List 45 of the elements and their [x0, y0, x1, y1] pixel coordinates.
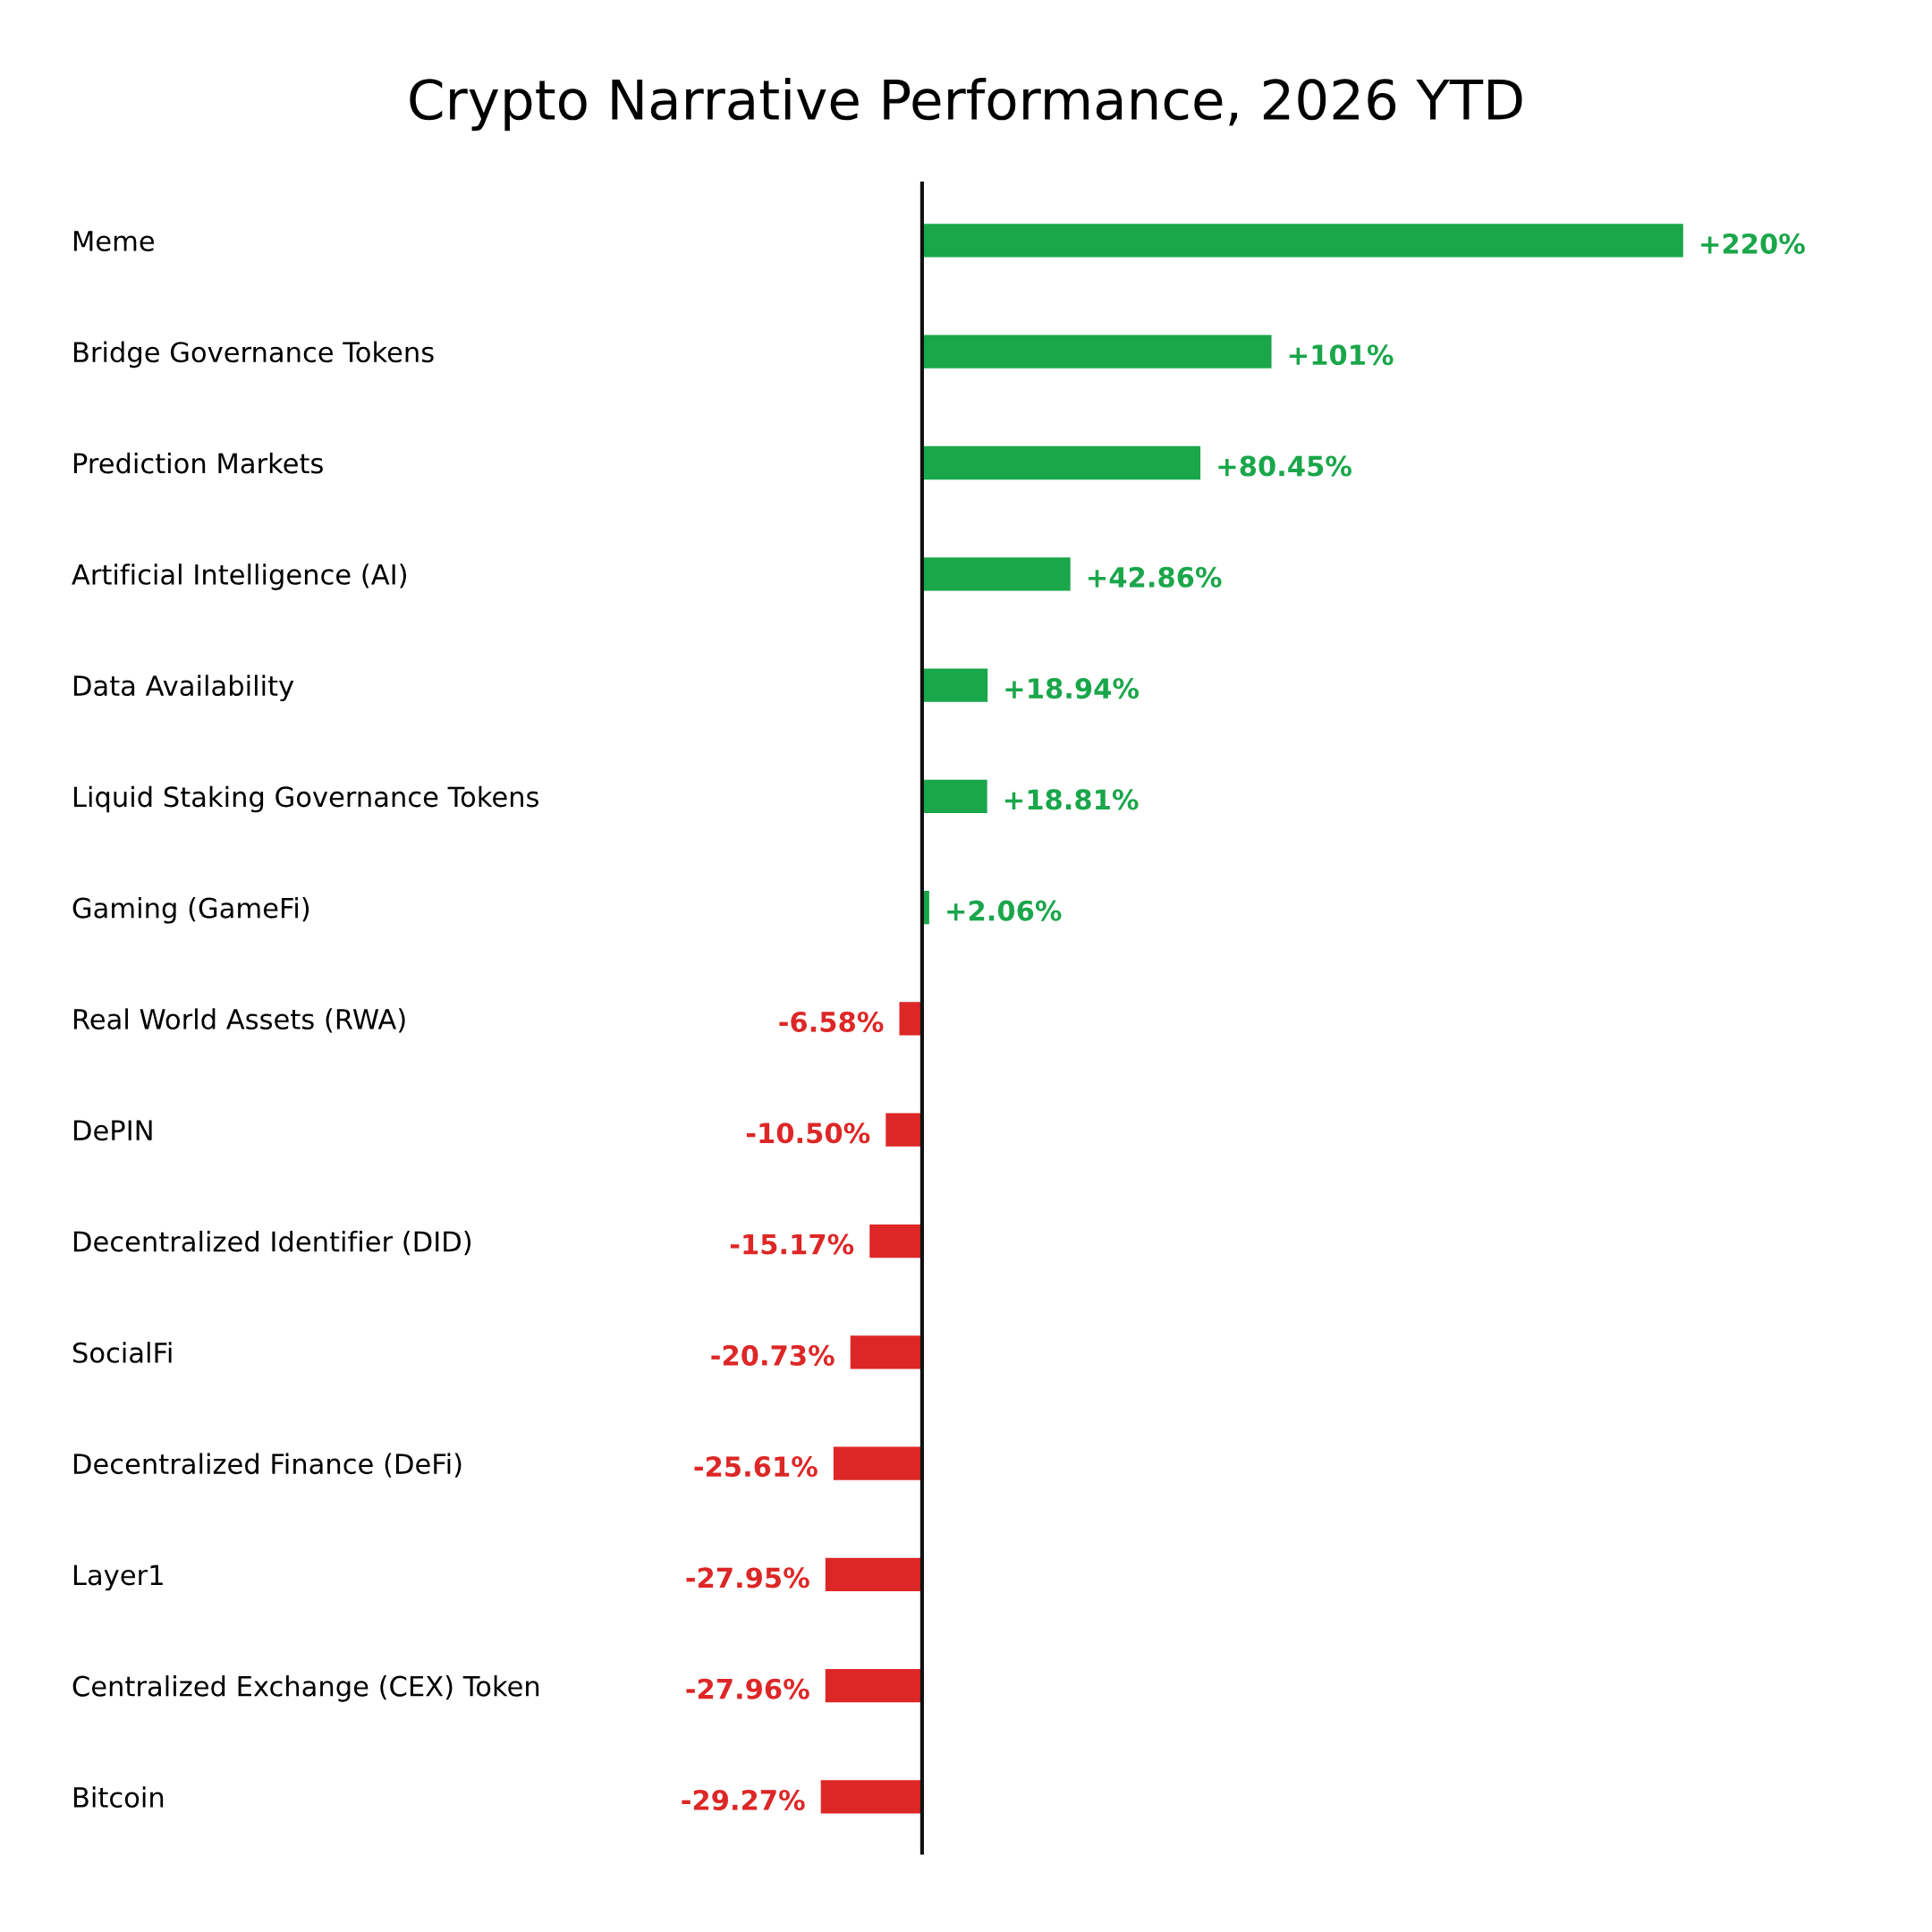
- data-label: +80.45%: [1218, 455, 1352, 477]
- data-label: -29.27%: [682, 1789, 805, 1811]
- y-tick-label: Artificial Intelligence (AI): [72, 564, 406, 590]
- data-label: +42.86%: [1088, 566, 1222, 588]
- data-label: +101%: [1289, 344, 1394, 366]
- y-tick-label: Centralized Exchange (CEX) Token: [72, 1675, 539, 1702]
- chart-title: Crypto Narrative Performance, 2026 YTD: [410, 78, 1522, 131]
- y-tick-label: Meme: [73, 231, 155, 251]
- y-tick-label: Real World Assets (RWA): [73, 1008, 405, 1033]
- bar: [899, 1002, 922, 1036]
- bar: [921, 557, 1071, 591]
- data-label: -27.95%: [686, 1567, 809, 1589]
- bar: [850, 1335, 922, 1369]
- y-tick-label: Bitcoin: [73, 1786, 164, 1809]
- data-label: -27.96%: [686, 1678, 809, 1699]
- y-tick-label: Decentralized Identifier (DID): [73, 1230, 471, 1256]
- bar: [921, 779, 987, 814]
- y-tick-label: Layer1: [73, 1564, 163, 1591]
- y-tick-label: Liquid Staking Governance Tokens: [73, 785, 538, 813]
- bar: [921, 335, 1272, 369]
- bar: [921, 445, 1201, 480]
- bar: [820, 1780, 922, 1814]
- data-label: +220%: [1701, 233, 1805, 254]
- data-label: -6.58%: [779, 1011, 884, 1033]
- bar: [886, 1113, 922, 1147]
- data-label: +18.81%: [1004, 789, 1139, 810]
- data-label: -15.17%: [730, 1233, 854, 1255]
- data-label: -25.61%: [694, 1456, 818, 1478]
- y-tick-label: Data Availability: [73, 674, 294, 702]
- bar: [869, 1224, 922, 1258]
- y-tick-label: Prediction Markets: [73, 452, 323, 474]
- y-tick-label: SocialFi: [72, 1342, 172, 1363]
- y-tick-label: Decentralized Finance (DeFi): [73, 1453, 462, 1478]
- y-tick-label: DePIN: [73, 1120, 152, 1141]
- bar: [833, 1446, 922, 1480]
- data-label: +18.94%: [1005, 678, 1140, 699]
- bar: [825, 1557, 922, 1592]
- data-label: -20.73%: [711, 1344, 835, 1366]
- data-label: -10.50%: [746, 1123, 870, 1144]
- data-label: +2.06%: [947, 900, 1062, 921]
- bar: [825, 1669, 922, 1703]
- bar: [921, 668, 988, 702]
- bar: [921, 224, 1683, 258]
- y-tick-label: Bridge Governance Tokens: [73, 341, 434, 369]
- y-tick-label: Gaming (GameFi): [72, 897, 309, 924]
